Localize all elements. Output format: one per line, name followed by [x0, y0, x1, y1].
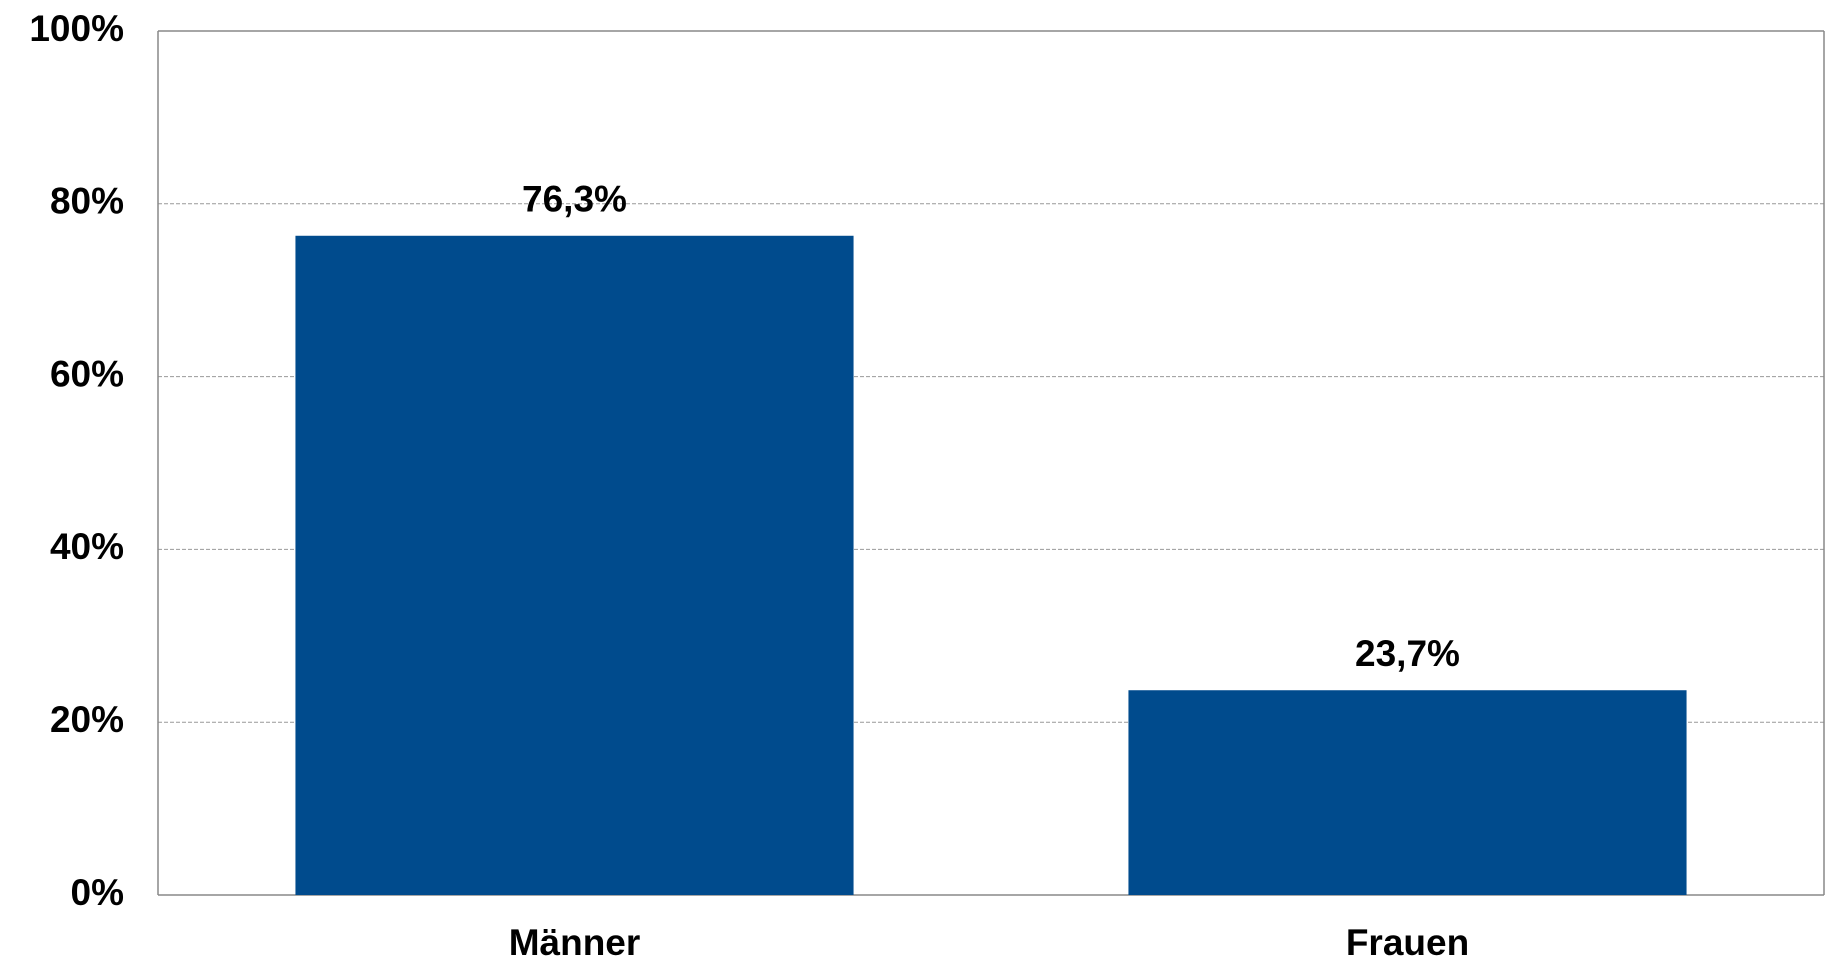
value-label: 23,7%	[1355, 633, 1460, 674]
y-tick-label: 80%	[50, 181, 124, 222]
bar	[1128, 690, 1687, 895]
y-tick-label: 60%	[50, 353, 124, 394]
y-tick-label: 40%	[50, 526, 124, 567]
y-tick-label: 0%	[71, 872, 124, 913]
y-tick-label: 20%	[50, 699, 124, 740]
x-tick-label: Frauen	[1346, 922, 1469, 963]
y-tick-label: 100%	[29, 8, 124, 49]
bar	[295, 235, 854, 895]
value-label: 76,3%	[522, 179, 627, 220]
x-tick-label: Männer	[509, 922, 641, 963]
